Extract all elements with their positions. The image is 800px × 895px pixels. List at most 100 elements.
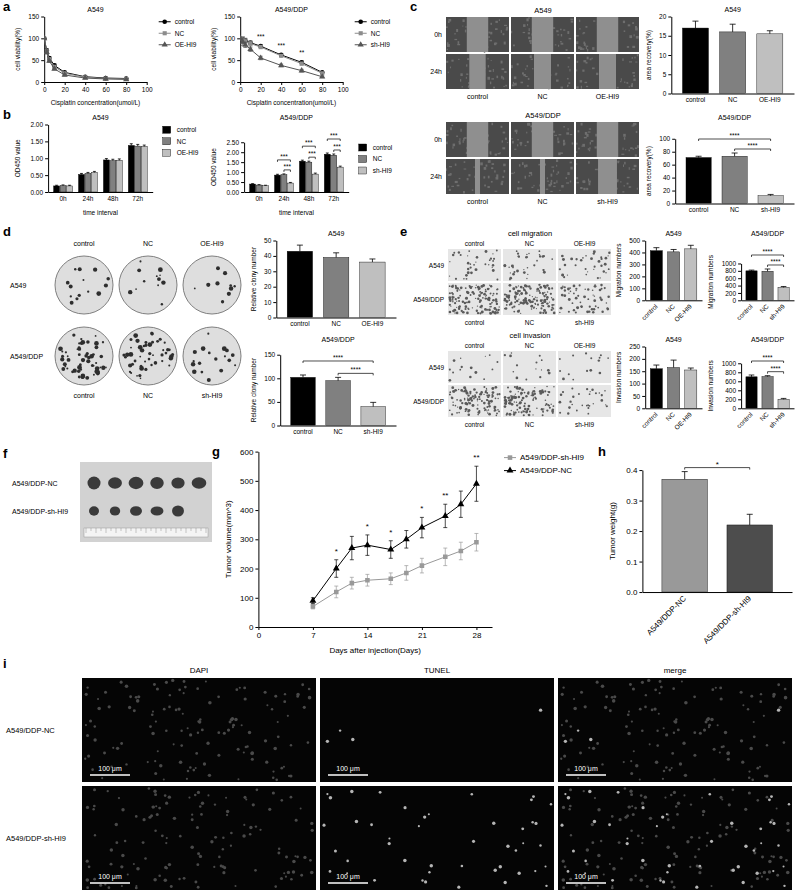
cell xyxy=(512,273,515,276)
tick-label: 30 xyxy=(264,268,272,275)
colony xyxy=(233,285,235,287)
cell xyxy=(540,299,543,302)
image-texture xyxy=(464,161,466,163)
image-texture xyxy=(561,34,562,36)
plot-area: 0.000.501.001.502.002.500h24h48h72h*****… xyxy=(226,132,349,202)
image-texture xyxy=(553,170,554,173)
tick-mark xyxy=(273,302,276,303)
image-texture xyxy=(624,185,625,186)
cell xyxy=(485,290,487,292)
colony xyxy=(215,281,219,285)
cell xyxy=(594,266,596,268)
cell xyxy=(495,300,497,302)
bar xyxy=(686,158,711,204)
tick-mark xyxy=(281,82,282,85)
image-texture xyxy=(635,154,637,156)
marker xyxy=(103,75,109,80)
image-texture xyxy=(588,131,591,132)
image-texture xyxy=(556,159,558,162)
tick-mark xyxy=(273,271,276,272)
error-bar xyxy=(251,183,254,184)
cell xyxy=(550,293,552,295)
colony xyxy=(150,332,152,334)
tick-mark xyxy=(639,562,642,563)
bar xyxy=(762,271,773,300)
cell xyxy=(490,285,492,287)
significance-label: *** xyxy=(308,150,316,157)
image-texture xyxy=(568,128,569,130)
bar xyxy=(299,161,305,192)
tick: 1000 xyxy=(722,260,741,267)
cell xyxy=(469,285,471,287)
tick: 100 xyxy=(629,380,645,387)
tick-label: 400 xyxy=(240,506,254,515)
bar xyxy=(287,183,293,192)
cell xyxy=(562,274,564,276)
image-frame xyxy=(558,249,611,281)
cell xyxy=(539,311,542,314)
tick: 100 xyxy=(264,375,280,382)
cell xyxy=(604,287,606,289)
cell xyxy=(542,255,545,258)
cell xyxy=(542,269,544,271)
colony-well xyxy=(119,327,177,385)
colony xyxy=(80,342,83,345)
tick-label: sh-HI9 xyxy=(767,410,786,429)
legend-label: control xyxy=(371,18,391,25)
chart: 02004006008001000controlNCsh-HI9********… xyxy=(707,230,795,322)
cell xyxy=(543,269,545,271)
colony xyxy=(70,301,74,305)
tick-mark xyxy=(738,390,741,391)
tick: 200 xyxy=(629,355,645,362)
image-texture xyxy=(458,41,460,44)
image-texture xyxy=(491,181,493,183)
figure-container: abcdefghi050100150020406080100A549cell v… xyxy=(0,0,800,895)
cell xyxy=(496,250,498,252)
image-texture xyxy=(555,73,557,74)
bar xyxy=(324,154,330,192)
colony xyxy=(133,333,138,338)
image-texture xyxy=(634,57,635,59)
cell xyxy=(597,277,599,279)
colony xyxy=(101,366,105,370)
cell xyxy=(452,254,455,257)
cell xyxy=(539,292,541,294)
image-frame xyxy=(446,17,509,52)
marker xyxy=(44,35,47,40)
cell xyxy=(466,291,469,294)
axis-title: Relative clony number xyxy=(250,357,258,422)
image-texture xyxy=(583,180,585,183)
marker xyxy=(44,49,50,54)
tick-mark xyxy=(668,36,671,37)
image-texture xyxy=(595,169,598,170)
cell xyxy=(523,271,526,274)
image-texture xyxy=(629,86,630,87)
marker xyxy=(247,46,253,51)
cell xyxy=(533,264,535,266)
image-texture xyxy=(577,61,579,63)
colony-well xyxy=(183,256,241,314)
colony xyxy=(191,362,195,366)
image-texture xyxy=(531,174,532,176)
image-texture xyxy=(538,164,540,166)
error-bar xyxy=(747,514,753,525)
image-texture xyxy=(589,183,591,186)
tick: 80 xyxy=(663,148,675,155)
colony xyxy=(148,358,151,361)
bar xyxy=(361,407,386,426)
cell xyxy=(608,268,610,270)
tick: 400 xyxy=(725,387,741,394)
error-bar xyxy=(749,270,755,272)
tick-mark xyxy=(738,399,741,400)
significance-bracket xyxy=(752,255,784,257)
chart: 050100150020406080100A549cell viability(… xyxy=(14,6,197,108)
image-texture xyxy=(488,65,489,67)
cell xyxy=(496,303,498,305)
image-texture xyxy=(522,72,524,74)
cell xyxy=(583,295,586,298)
cell xyxy=(505,300,507,302)
image-texture xyxy=(520,144,522,146)
marker xyxy=(259,45,263,49)
image-texture xyxy=(489,160,490,161)
cell xyxy=(466,291,468,293)
